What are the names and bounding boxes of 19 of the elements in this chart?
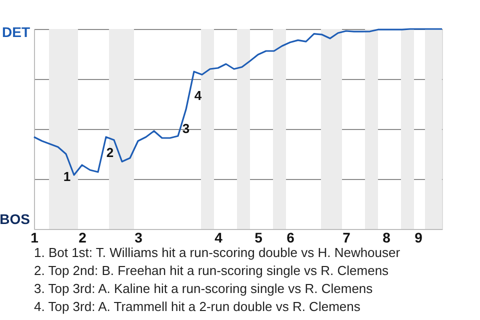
annotation: 3 [182,121,190,136]
text: 4. Top 3rd: A. Trammell hit a 2-run double vs R. Clemens [34,299,361,314]
x-tick-label: 7 [342,230,351,246]
x-tick-label: 5 [254,230,263,246]
text: 3. Top 3rd: A. Kaline hit a run-scoring single vs R. Clemens [34,281,374,296]
x-tick-label: 8 [382,230,391,246]
x-tick-label: 2 [78,230,87,246]
text: BOS [0,211,30,227]
text: DET [2,24,30,40]
x-tick-label: 1 [30,230,39,246]
x-tick-label: 3 [134,230,143,246]
x-tick-label: 9 [414,230,423,246]
text: 2. Top 2nd: B. Freehan hit a run-scoring single vs R. Clemens [34,263,390,278]
annotation: 4 [194,88,202,103]
x-tick-label: 4 [214,230,223,246]
annotation: 1 [63,169,71,184]
annotation: 2 [106,145,114,160]
x-tick-label: 6 [286,230,295,246]
text: 1. Bot 1st: T. Williams hit a run-scoring double vs H. Newhouser [34,245,401,260]
